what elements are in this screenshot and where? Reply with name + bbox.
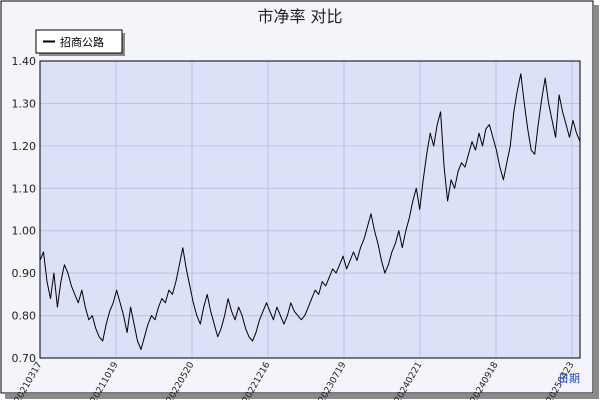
x-axis-label: 日期: [558, 372, 580, 385]
plot-border: [39, 60, 581, 359]
y-tick-label: 0.90: [12, 267, 37, 280]
y-tick-label: 1.20: [12, 140, 37, 153]
y-tick-label: 1.10: [12, 182, 37, 195]
y-tick-label: 0.70: [12, 352, 37, 365]
plot-area: [40, 61, 580, 358]
y-axis-ticks: 0.70 0.80 0.90 1.00 1.10 1.20 1.30 1.40: [12, 55, 37, 365]
y-tick-label: 0.80: [12, 310, 37, 323]
grid-lines: [40, 61, 580, 358]
legend-label-招商公路: 招商公路: [60, 35, 104, 49]
series-line-招商公路: [39, 73, 581, 350]
frame-shadow-right: [594, 5, 599, 398]
y-tick-label: 1.30: [12, 97, 37, 110]
legend: 招商公路: [35, 29, 125, 56]
legend-box: [35, 29, 123, 54]
chart-title: 市净率 对比: [257, 7, 342, 26]
frame-shadow-bottom: [5, 394, 599, 399]
series-layer: [39, 73, 581, 350]
y-tick-label: 1.40: [12, 55, 37, 68]
y-tick-label: 1.00: [12, 225, 37, 238]
